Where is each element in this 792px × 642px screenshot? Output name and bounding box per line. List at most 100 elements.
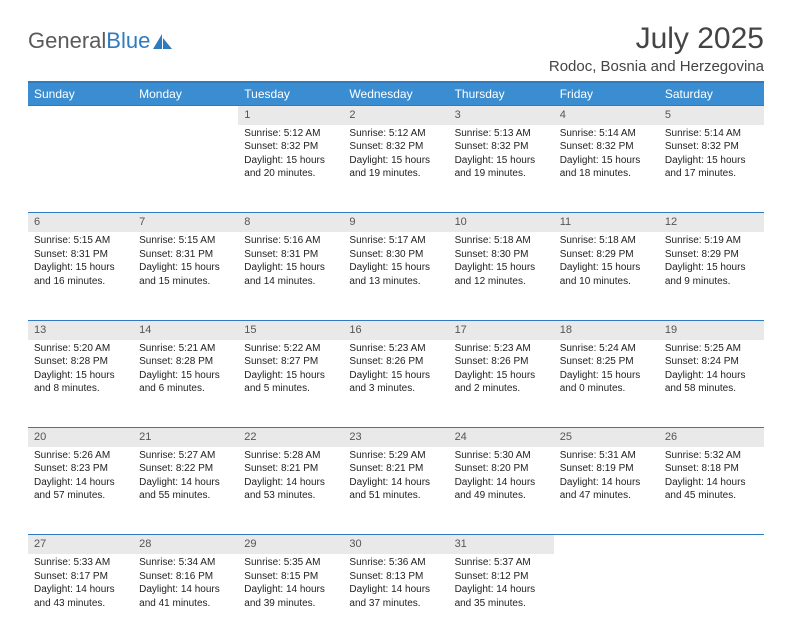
weekday-header-row: SundayMondayTuesdayWednesdayThursdayFrid… [28,82,764,106]
day-content-cell: Sunrise: 5:23 AMSunset: 8:26 PMDaylight:… [449,340,554,428]
daylight-line: Daylight: 14 hours and 55 minutes. [139,476,232,503]
day-content-cell: Sunrise: 5:12 AMSunset: 8:32 PMDaylight:… [343,125,448,213]
day-number-cell: 25 [554,428,659,447]
day-content-cell: Sunrise: 5:21 AMSunset: 8:28 PMDaylight:… [133,340,238,428]
day-content-cell: Sunrise: 5:22 AMSunset: 8:27 PMDaylight:… [238,340,343,428]
sunrise-line: Sunrise: 5:14 AM [665,127,758,141]
brand-part1: General [28,28,106,54]
sunset-line: Sunset: 8:17 PM [34,570,127,584]
day-number-cell: 8 [238,213,343,232]
logo-sail-icon [152,32,174,50]
daylight-line: Daylight: 14 hours and 57 minutes. [34,476,127,503]
day-content-cell: Sunrise: 5:25 AMSunset: 8:24 PMDaylight:… [659,340,764,428]
weekday-header: Tuesday [238,82,343,106]
daylight-line: Daylight: 15 hours and 15 minutes. [139,261,232,288]
day-number-cell [659,535,764,554]
daylight-line: Daylight: 15 hours and 8 minutes. [34,369,127,396]
day-number-cell: 12 [659,213,764,232]
day-number-cell: 17 [449,320,554,339]
sunset-line: Sunset: 8:29 PM [560,248,653,262]
sunrise-line: Sunrise: 5:18 AM [455,234,548,248]
daylight-line: Daylight: 15 hours and 6 minutes. [139,369,232,396]
day-number-cell: 5 [659,106,764,125]
sunrise-line: Sunrise: 5:15 AM [139,234,232,248]
sunrise-line: Sunrise: 5:21 AM [139,342,232,356]
daylight-line: Daylight: 15 hours and 9 minutes. [665,261,758,288]
sunrise-line: Sunrise: 5:33 AM [34,556,127,570]
sunset-line: Sunset: 8:15 PM [244,570,337,584]
sunrise-line: Sunrise: 5:13 AM [455,127,548,141]
day-content-cell: Sunrise: 5:12 AMSunset: 8:32 PMDaylight:… [238,125,343,213]
sunrise-line: Sunrise: 5:23 AM [455,342,548,356]
day-number-cell: 13 [28,320,133,339]
day-content-cell [659,554,764,642]
daylight-line: Daylight: 14 hours and 45 minutes. [665,476,758,503]
day-number-cell: 4 [554,106,659,125]
day-content-row: Sunrise: 5:12 AMSunset: 8:32 PMDaylight:… [28,125,764,213]
day-number-row: 6789101112 [28,213,764,232]
day-number-cell: 22 [238,428,343,447]
day-number-cell [28,106,133,125]
day-number-cell: 31 [449,535,554,554]
day-number-cell: 6 [28,213,133,232]
sunrise-line: Sunrise: 5:36 AM [349,556,442,570]
sunrise-line: Sunrise: 5:22 AM [244,342,337,356]
calendar-body: 12345Sunrise: 5:12 AMSunset: 8:32 PMDayl… [28,106,764,642]
sunrise-line: Sunrise: 5:32 AM [665,449,758,463]
day-number-cell: 23 [343,428,448,447]
day-content-cell [28,125,133,213]
day-content-cell: Sunrise: 5:27 AMSunset: 8:22 PMDaylight:… [133,447,238,535]
day-number-cell: 27 [28,535,133,554]
sunset-line: Sunset: 8:18 PM [665,462,758,476]
day-number-cell: 15 [238,320,343,339]
day-content-cell: Sunrise: 5:24 AMSunset: 8:25 PMDaylight:… [554,340,659,428]
sunset-line: Sunset: 8:20 PM [455,462,548,476]
day-number-cell: 14 [133,320,238,339]
day-content-cell: Sunrise: 5:16 AMSunset: 8:31 PMDaylight:… [238,232,343,320]
day-content-cell: Sunrise: 5:19 AMSunset: 8:29 PMDaylight:… [659,232,764,320]
sunset-line: Sunset: 8:12 PM [455,570,548,584]
sunset-line: Sunset: 8:26 PM [349,355,442,369]
day-content-row: Sunrise: 5:33 AMSunset: 8:17 PM Daylight:… [28,554,764,642]
daylight-line: Daylight: 15 hours and 3 minutes. [349,369,442,396]
sunset-line: Sunset: 8:21 PM [349,462,442,476]
daylight-line: Daylight: 15 hours and 5 minutes. [244,369,337,396]
sunset-line: Sunset: 8:30 PM [349,248,442,262]
day-number-cell: 3 [449,106,554,125]
day-content-cell: Sunrise: 5:28 AMSunset: 8:21 PMDaylight:… [238,447,343,535]
daylight-line: Daylight: 14 hours and 47 minutes. [560,476,653,503]
day-number-row: 13141516171819 [28,320,764,339]
sunrise-line: Sunrise: 5:29 AM [349,449,442,463]
page-header: GeneralBlue July 2025 Rodoc, Bosnia and … [28,22,764,75]
daylight-line: Daylight: 15 hours and 19 minutes. [455,154,548,181]
day-number-cell [554,535,659,554]
brand-part2: Blue [106,28,150,54]
day-content-cell: Sunrise: 5:13 AMSunset: 8:32 PMDaylight:… [449,125,554,213]
sunset-line: Sunset: 8:31 PM [244,248,337,262]
daylight-line: Daylight: 14 hours and 41 minutes. [139,583,232,610]
sunrise-line: Sunrise: 5:31 AM [560,449,653,463]
sunset-line: Sunset: 8:23 PM [34,462,127,476]
day-number-cell: 20 [28,428,133,447]
day-number-cell: 24 [449,428,554,447]
day-number-row: 20212223242526 [28,428,764,447]
day-content-cell: Sunrise: 5:33 AMSunset: 8:17 PMDaylight:… [28,554,133,642]
daylight-line: Daylight: 14 hours and 37 minutes. [349,583,442,610]
sunset-line: Sunset: 8:32 PM [349,140,442,154]
sunset-line: Sunset: 8:31 PM [34,248,127,262]
sunrise-line: Sunrise: 5:14 AM [560,127,653,141]
sunset-line: Sunset: 8:32 PM [560,140,653,154]
sunset-line: Sunset: 8:30 PM [455,248,548,262]
sunset-line: Sunset: 8:32 PM [244,140,337,154]
sunrise-line: Sunrise: 5:27 AM [139,449,232,463]
day-content-cell: Sunrise: 5:14 AMSunset: 8:32 PMDaylight:… [554,125,659,213]
sunset-line: Sunset: 8:25 PM [560,355,653,369]
brand-logo: GeneralBlue [28,22,174,54]
daylight-line: Daylight: 15 hours and 18 minutes. [560,154,653,181]
day-number-cell: 28 [133,535,238,554]
day-number-cell: 18 [554,320,659,339]
sunrise-line: Sunrise: 5:12 AM [349,127,442,141]
day-number-cell: 19 [659,320,764,339]
day-number-cell: 26 [659,428,764,447]
sunset-line: Sunset: 8:29 PM [665,248,758,262]
